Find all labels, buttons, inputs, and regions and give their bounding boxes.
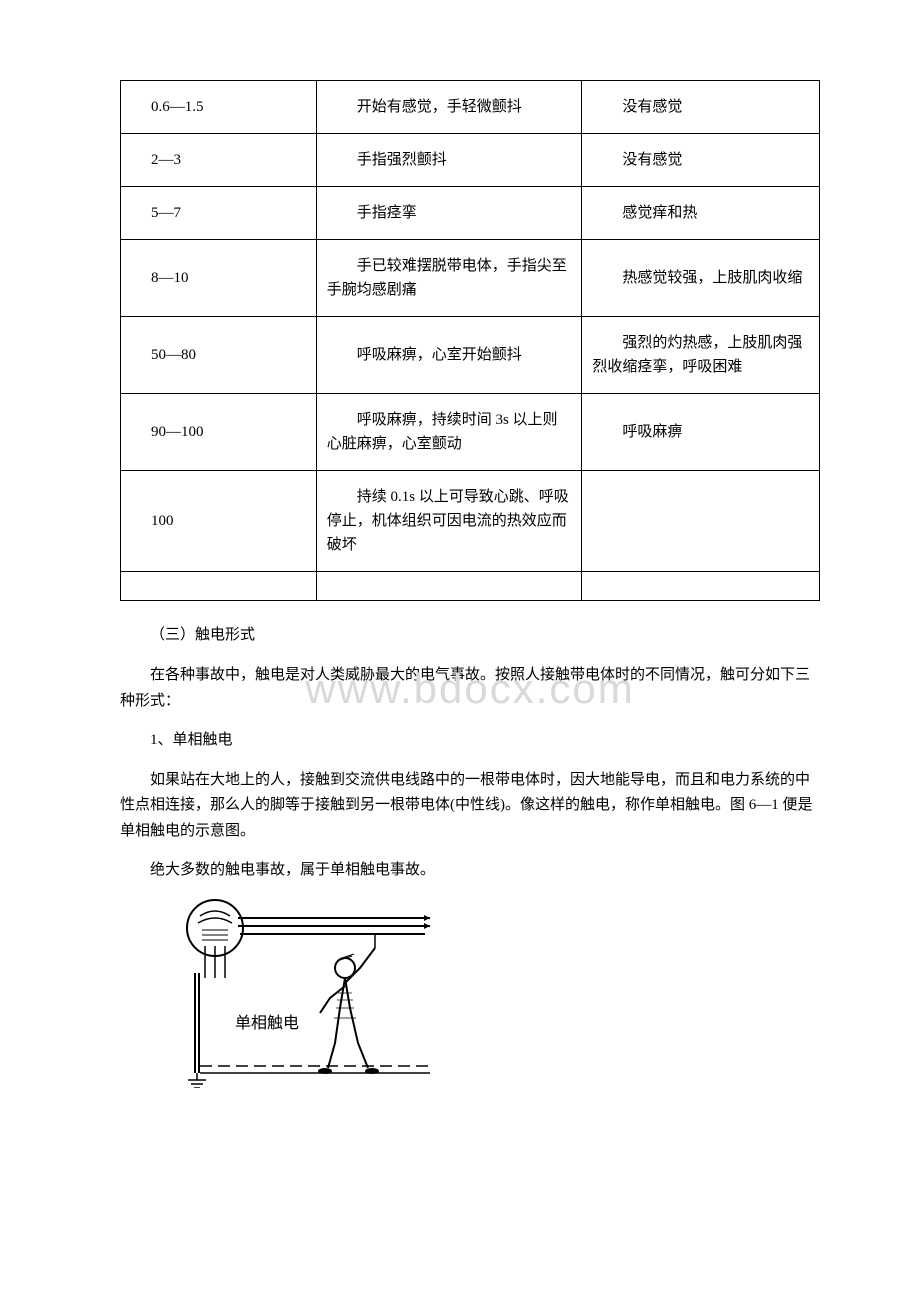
dc-effect-cell: 呼吸麻痹 bbox=[582, 394, 820, 471]
current-range-cell: 0.6—1.5 bbox=[121, 81, 317, 134]
dc-effect-cell: 强烈的灼热感，上肢肌肉强烈收缩痉挛，呼吸困难 bbox=[582, 317, 820, 394]
current-range-cell: 2—3 bbox=[121, 134, 317, 187]
intro-paragraph: 在各种事故中，触电是对人类威胁最大的电气事故。按照人接触带电体时的不同情况，触可… bbox=[120, 663, 820, 714]
table-row: 0.6—1.5 开始有感觉，手轻微颤抖 没有感觉 bbox=[121, 81, 820, 134]
table-row: 8—10 手已较难摆脱带电体，手指尖至手腕均感剧痛 热感觉较强，上肢肌肉收缩 bbox=[121, 240, 820, 317]
current-range-cell: 100 bbox=[121, 471, 317, 572]
item-1-description: 如果站在大地上的人，接触到交流供电线路中的一根带电体时，因大地能导电，而且和电力… bbox=[120, 768, 820, 845]
diagram-label: 单相触电 bbox=[235, 1014, 299, 1032]
current-effects-table: 0.6—1.5 开始有感觉，手轻微颤抖 没有感觉2—3 手指强烈颤抖 没有感觉5… bbox=[120, 80, 820, 601]
dc-effect-cell: 没有感觉 bbox=[582, 134, 820, 187]
ac-effect-cell: 开始有感觉，手轻微颤抖 bbox=[316, 81, 582, 134]
section-heading: （三）触电形式 bbox=[150, 623, 820, 647]
table-row: 50—80 呼吸麻痹，心室开始颤抖 强烈的灼热感，上肢肌肉强烈收缩痉挛，呼吸困难 bbox=[121, 317, 820, 394]
table-row-empty bbox=[121, 572, 820, 601]
dc-effect-cell bbox=[582, 471, 820, 572]
dc-effect-cell: 感觉痒和热 bbox=[582, 187, 820, 240]
ac-effect-cell: 手已较难摆脱带电体，手指尖至手腕均感剧痛 bbox=[316, 240, 582, 317]
table-row: 100 持续 0.1s 以上可导致心跳、呼吸停止，机体组织可因电流的热效应而破坏 bbox=[121, 471, 820, 572]
ac-effect-cell: 持续 0.1s 以上可导致心跳、呼吸停止，机体组织可因电流的热效应而破坏 bbox=[316, 471, 582, 572]
item-1-summary: 绝大多数的触电事故，属于单相触电事故。 bbox=[120, 858, 820, 884]
dc-effect-cell: 没有感觉 bbox=[582, 81, 820, 134]
current-range-cell: 90—100 bbox=[121, 394, 317, 471]
ac-effect-cell: 呼吸麻痹，持续时间 3s 以上则心脏麻痹，心室颤动 bbox=[316, 394, 582, 471]
table-row: 5—7 手指痉挛 感觉痒和热 bbox=[121, 187, 820, 240]
table-row: 2—3 手指强烈颤抖 没有感觉 bbox=[121, 134, 820, 187]
ac-effect-cell: 呼吸麻痹，心室开始颤抖 bbox=[316, 317, 582, 394]
current-range-cell: 5—7 bbox=[121, 187, 317, 240]
current-range-cell: 50—80 bbox=[121, 317, 317, 394]
ac-effect-cell: 手指痉挛 bbox=[316, 187, 582, 240]
dc-effect-cell: 热感觉较强，上肢肌肉收缩 bbox=[582, 240, 820, 317]
current-range-cell: 8—10 bbox=[121, 240, 317, 317]
ac-effect-cell: 手指强烈颤抖 bbox=[316, 134, 582, 187]
item-1: 1、单相触电 bbox=[120, 728, 820, 754]
single-phase-shock-diagram: 单相触电 bbox=[180, 898, 820, 1088]
table-row: 90—100 呼吸麻痹，持续时间 3s 以上则心脏麻痹，心室颤动 呼吸麻痹 bbox=[121, 394, 820, 471]
